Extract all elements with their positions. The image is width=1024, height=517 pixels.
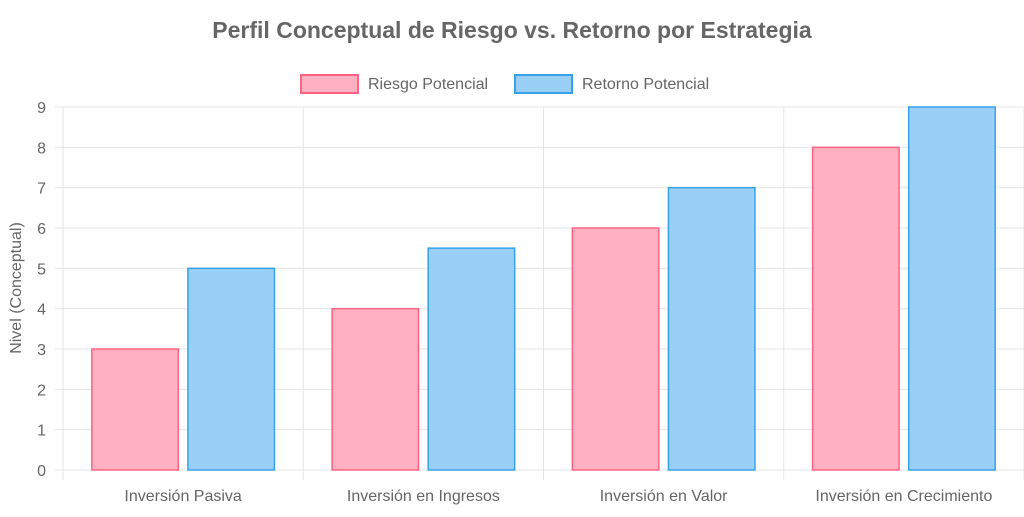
y-axis-title: Nivel (Conceptual) bbox=[8, 222, 25, 354]
bar-riesgo[interactable] bbox=[331, 307, 420, 471]
legend-label-riesgo: Riesgo Potencial bbox=[368, 76, 488, 93]
chart-title: Perfil Conceptual de Riesgo vs. Retorno … bbox=[212, 17, 812, 43]
legend-label-retorno: Retorno Potencial bbox=[582, 76, 709, 93]
x-tick-label: Inversión en Ingresos bbox=[347, 488, 500, 505]
x-tick-label: Inversión en Crecimiento bbox=[815, 488, 992, 505]
axes: 0 1 2 3 4 5 6 7 8 9 Inversión Pasiva Inversión en I… bbox=[37, 100, 992, 505]
y-tick-label: 0 bbox=[37, 463, 46, 480]
y-tick-label: 2 bbox=[37, 382, 46, 399]
legend: Riesgo Potencial Retorno Potencial bbox=[300, 74, 709, 94]
bars bbox=[91, 106, 996, 471]
bar-retorno[interactable] bbox=[667, 186, 756, 471]
y-tick-label: 9 bbox=[37, 100, 46, 117]
bar-retorno[interactable] bbox=[907, 106, 996, 471]
legend-swatch-retorno bbox=[514, 74, 573, 94]
bar-riesgo[interactable] bbox=[91, 348, 180, 471]
x-tick-label: Inversión en Valor bbox=[600, 488, 728, 505]
y-tick-label: 4 bbox=[37, 302, 46, 319]
y-tick-label: 5 bbox=[37, 261, 46, 278]
y-tick-label: 1 bbox=[37, 423, 46, 440]
y-tick-label: 8 bbox=[37, 140, 46, 157]
y-tick-label: 7 bbox=[37, 181, 46, 198]
legend-item-retorno[interactable]: Retorno Potencial bbox=[514, 74, 709, 94]
bar-riesgo[interactable] bbox=[571, 227, 660, 471]
bar-retorno[interactable] bbox=[187, 267, 276, 471]
legend-item-riesgo[interactable]: Riesgo Potencial bbox=[300, 74, 488, 94]
y-tick-label: 3 bbox=[37, 342, 46, 359]
bar-riesgo[interactable] bbox=[811, 146, 900, 471]
legend-swatch-riesgo bbox=[300, 74, 359, 94]
y-tick-label: 6 bbox=[37, 221, 46, 238]
bar-retorno[interactable] bbox=[427, 247, 516, 471]
x-tick-label: Inversión Pasiva bbox=[124, 488, 241, 505]
